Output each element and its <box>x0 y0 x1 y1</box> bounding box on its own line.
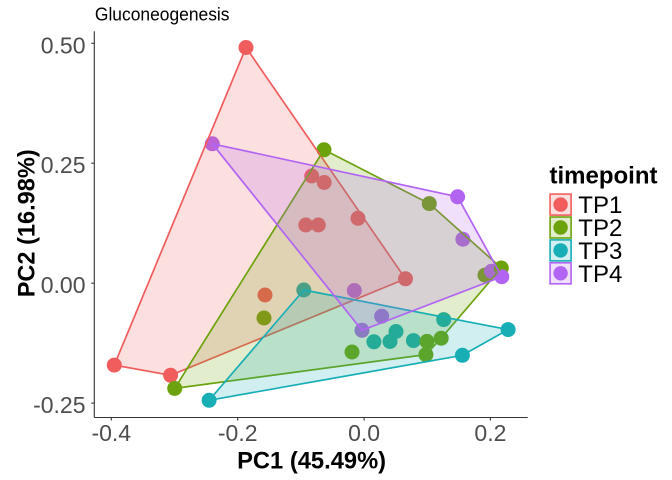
svg-text:TP2: TP2 <box>578 215 622 242</box>
svg-text:PC1 (45.49%): PC1 (45.49%) <box>237 448 386 475</box>
svg-text:-0.25: -0.25 <box>33 392 85 418</box>
svg-text:TP1: TP1 <box>578 192 622 219</box>
svg-text:TP4: TP4 <box>578 261 622 288</box>
svg-text:timepoint: timepoint <box>550 162 658 189</box>
svg-text:-0.4: -0.4 <box>91 420 131 446</box>
svg-text:Gluconeogenesis: Gluconeogenesis <box>95 3 230 24</box>
svg-text:0.00: 0.00 <box>41 272 86 298</box>
svg-text:0.25: 0.25 <box>41 152 86 178</box>
svg-text:TP3: TP3 <box>578 238 622 265</box>
svg-text:0.50: 0.50 <box>41 32 86 58</box>
svg-text:-0.2: -0.2 <box>218 420 258 446</box>
svg-text:PC2 (16.98%): PC2 (16.98%) <box>14 149 41 297</box>
svg-text:0.2: 0.2 <box>474 420 506 446</box>
svg-text:0.0: 0.0 <box>348 420 380 446</box>
